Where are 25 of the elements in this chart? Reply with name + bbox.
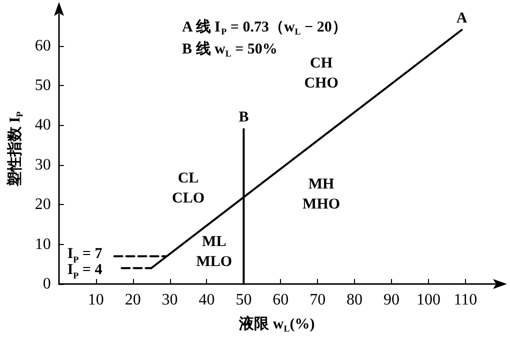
series-label: B (238, 110, 249, 126)
x-tick-label: 20 (124, 292, 141, 308)
annotation: MH MHO (302, 176, 340, 213)
x-tick-label: 100 (416, 292, 440, 308)
x-tick-label: 60 (272, 292, 289, 308)
y-tick-label: 20 (34, 196, 51, 214)
y-axis-title: 塑性指数 IP (6, 110, 24, 188)
annotation: CH CHO (304, 56, 338, 92)
y-tick-label: 0 (42, 276, 51, 292)
x-tick-label: 40 (198, 292, 215, 308)
x-tick-label: 110 (454, 292, 478, 308)
annotation: CL CLO (172, 170, 205, 207)
y-tick-label: 50 (34, 76, 51, 94)
x-tick-label: 80 (346, 292, 363, 308)
y-tick-label: 40 (34, 116, 51, 134)
y-tick-label: 60 (34, 37, 51, 54)
series-label: A (456, 10, 468, 26)
y-tick-label: 30 (34, 156, 51, 174)
x-tick-label: 90 (384, 292, 400, 308)
annotation: ML MLO (196, 234, 232, 270)
x-tick-label: 70 (310, 292, 326, 308)
x-tick-label: 30 (162, 292, 178, 308)
x-tick-label: 50 (236, 292, 252, 308)
y-tick-label: 10 (34, 236, 51, 253)
x-tick-label: 10 (88, 292, 104, 308)
